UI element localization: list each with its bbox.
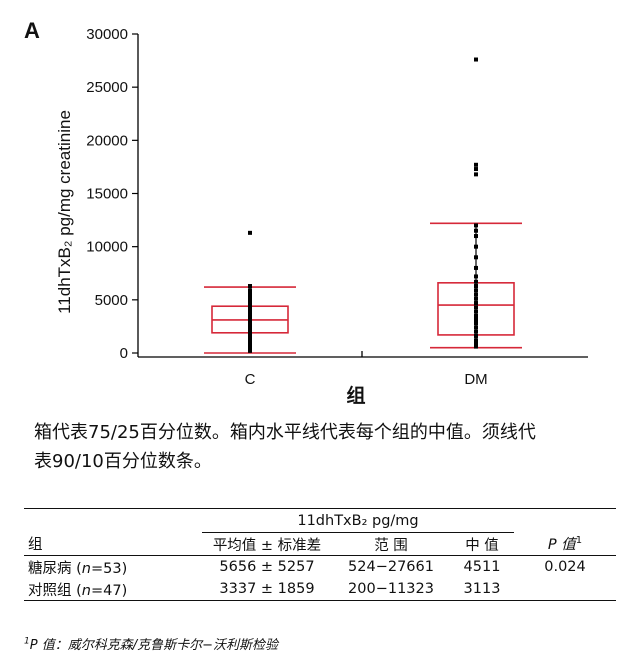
data-point <box>474 162 478 167</box>
mean-cell: 3337 ± 1859 <box>202 578 332 601</box>
y-tick-label: 15000 <box>86 186 128 203</box>
x-axis: C DM <box>245 371 488 388</box>
data-point <box>248 303 252 308</box>
data-point <box>474 292 478 297</box>
data-point <box>474 265 478 270</box>
x-axis-label: 组 <box>346 384 365 407</box>
median-header: 中 值 <box>450 532 514 556</box>
data-point <box>248 315 252 320</box>
y-tick-label: 10000 <box>86 239 128 256</box>
data-point <box>248 297 252 302</box>
y-tick-label: 30000 <box>86 26 128 43</box>
data-point <box>474 329 478 334</box>
range-cell: 524−27661 <box>348 559 434 575</box>
data-point <box>474 315 478 320</box>
data-point <box>474 344 478 349</box>
data-point <box>248 327 252 332</box>
table-header-row-1: 11dhTxB₂ pg/mg <box>24 508 616 533</box>
table-row: 对照组 (n=47) 3337 ± 1859 200−11323 3113 <box>24 578 616 601</box>
y-axis-label: 11dhTxB₂ pg/mg creatinine <box>55 110 74 314</box>
data-point <box>474 244 478 249</box>
table-row: 糖尿病 (n=53) 5656 ± 5257 524−27661 4511 0.… <box>24 556 616 579</box>
data-point <box>248 312 252 317</box>
measure-header: 11dhTxB₂ pg/mg <box>202 508 514 533</box>
data-point <box>248 309 252 314</box>
data-point <box>474 321 478 326</box>
statistics-table: 11dhTxB₂ pg/mg 组 平均值 ± 标准差 范 围 中 值 P 值1 … <box>24 508 616 601</box>
data-point <box>474 305 478 310</box>
y-tick-label: 5000 <box>95 292 128 309</box>
box-plot-chart: A 11dhTxB₂ pg/mg creatinine 0 5000 10000 15… <box>24 18 588 407</box>
table-header-row-2: 组 平均值 ± 标准差 范 围 中 值 P 值1 <box>24 532 616 556</box>
boxes-layer <box>204 57 522 354</box>
data-point <box>248 337 252 342</box>
data-point <box>474 341 478 346</box>
data-point <box>474 172 478 177</box>
data-point <box>248 294 252 299</box>
x-tick-label: DM <box>464 371 487 388</box>
data-point <box>474 338 478 343</box>
p-value-cell: 0.024 <box>544 559 586 575</box>
data-point <box>248 348 252 353</box>
data-point <box>248 301 252 306</box>
data-point <box>248 324 252 329</box>
data-point <box>474 318 478 323</box>
y-axis: 0 5000 10000 15000 20000 25000 30000 <box>86 26 138 362</box>
panel-label: A <box>24 18 40 43</box>
data-point <box>248 318 252 323</box>
data-point <box>248 230 252 235</box>
mean-header: 平均值 ± 标准差 <box>202 532 332 556</box>
range-header: 范 围 <box>332 532 450 556</box>
data-point <box>474 57 478 62</box>
data-point <box>248 288 252 293</box>
group-cell: 糖尿病 (n=53) <box>28 560 128 577</box>
median-cell: 4511 <box>463 559 501 575</box>
data-point <box>474 288 478 293</box>
data-point <box>248 346 252 351</box>
data-point <box>248 321 252 326</box>
y-tick-label: 20000 <box>86 132 128 149</box>
p-header: P 值1 <box>514 532 616 556</box>
group-header: 组 <box>24 532 202 556</box>
data-point <box>474 167 478 172</box>
data-point <box>474 333 478 338</box>
data-point <box>474 296 478 301</box>
figure-caption: 箱代表75/25百分位数。箱内水平线代表每个组的中值。须线代 表90/10百分位… <box>34 418 624 476</box>
data-point <box>248 340 252 345</box>
data-point <box>474 279 478 284</box>
x-tick-label: C <box>245 371 256 388</box>
data-point <box>474 284 478 289</box>
data-point <box>248 306 252 311</box>
data-point <box>474 228 478 233</box>
data-point <box>248 330 252 335</box>
caption-line-1: 箱代表75/25百分位数。箱内水平线代表每个组的中值。须线代 <box>34 422 536 443</box>
data-point <box>248 284 252 289</box>
data-point <box>248 333 252 338</box>
table-footnote: 1P 值：威尔科克森/克鲁斯卡尔−沃利斯检验 <box>24 636 278 653</box>
data-point <box>474 309 478 314</box>
data-point <box>474 255 478 260</box>
data-point <box>474 325 478 330</box>
data-point <box>474 301 478 306</box>
caption-line-2: 表90/10百分位数条。 <box>34 451 212 472</box>
p-value-cell <box>514 578 616 601</box>
y-tick-label: 25000 <box>86 79 128 96</box>
data-point <box>474 234 478 239</box>
range-cell: 200−11323 <box>332 578 450 601</box>
y-tick-label: 0 <box>120 345 128 362</box>
data-point <box>474 223 478 228</box>
data-point <box>474 274 478 279</box>
data-point <box>248 343 252 348</box>
mean-cell: 5656 ± 5257 <box>219 559 315 575</box>
median-cell: 3113 <box>450 578 514 601</box>
data-point <box>474 313 478 318</box>
data-point <box>248 291 252 296</box>
group-cell: 对照组 (n=47) <box>24 578 202 601</box>
